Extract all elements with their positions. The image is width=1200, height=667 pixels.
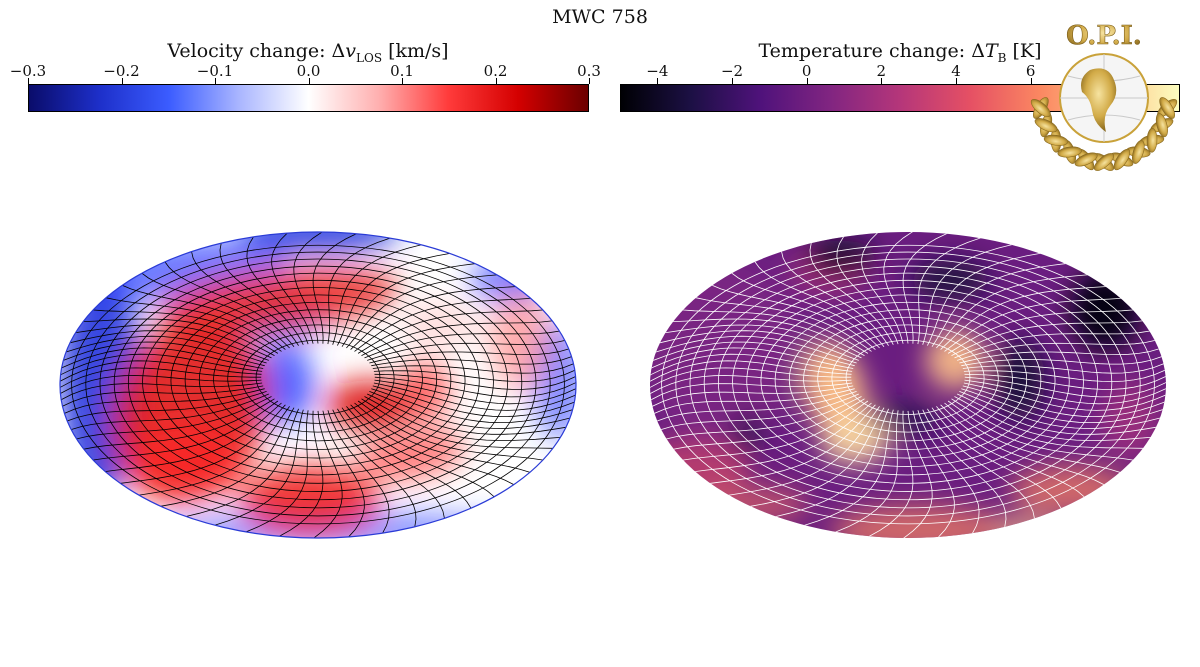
velocity-colorbar [28,84,589,112]
velocity-disk-map [59,231,577,539]
colorbar-tick-label: 0.1 [390,62,414,80]
colorbar-tick-label: 0 [801,62,812,80]
colorbar-tick-mark [121,78,123,84]
colorbar-tick-label: 4 [951,62,961,80]
colorbar-tick-mark [495,78,497,84]
colorbar-tick-mark [215,78,216,84]
temperature-colorbar-label: Temperature change: ΔTB [K] [620,40,1180,65]
temperature-label-prefix: Temperature change: Δ [758,40,985,62]
colorbar-tick-label: −0.1 [196,62,234,80]
temperature-disk-map [650,232,1166,538]
colorbar-tick-label: −0.3 [9,62,47,80]
colorbar-tick-mark [1030,78,1032,84]
colorbar-tick-label: 6 [1025,62,1036,80]
velocity-label-sub: LOS [356,50,383,65]
colorbar-tick-mark [732,78,733,84]
colorbar-tick-label: −4 [646,62,669,80]
temperature-label-sub: B [997,50,1007,65]
colorbar-tick-mark [28,78,29,84]
colorbar-tick-label: 0.0 [296,62,321,80]
temperature-label-var: T [984,40,998,62]
colorbar-tick-mark [308,78,310,84]
velocity-label-var: v [345,40,357,62]
velocity-label-prefix: Velocity change: Δ [167,40,346,62]
colorbar-tick-label: −0.2 [103,62,140,80]
colorbar-tick-label: 0.2 [483,62,508,80]
colorbar-tick-mark [589,78,590,84]
colorbar-tick-mark [806,78,808,84]
temperature-label-unit: [K] [1006,40,1042,62]
colorbar-tick-mark [881,78,883,84]
colorbar-tick-label: 0.3 [577,62,601,80]
figure-title: MWC 758 [552,6,648,28]
logo-text: O.P.I. [1066,21,1142,51]
colorbar-tick-label: −2 [720,62,744,80]
velocity-label-unit: [km/s] [382,40,449,62]
opi-laurel-logo: O.P.I. [1030,21,1178,171]
colorbar-tick-mark [402,78,403,84]
velocity-colorbar-label: Velocity change: ΔvLOS [km/s] [28,40,588,65]
colorbar-tick-mark [657,78,659,84]
colorbar-tick-label: 2 [876,62,887,80]
colorbar-tick-mark [956,78,957,84]
